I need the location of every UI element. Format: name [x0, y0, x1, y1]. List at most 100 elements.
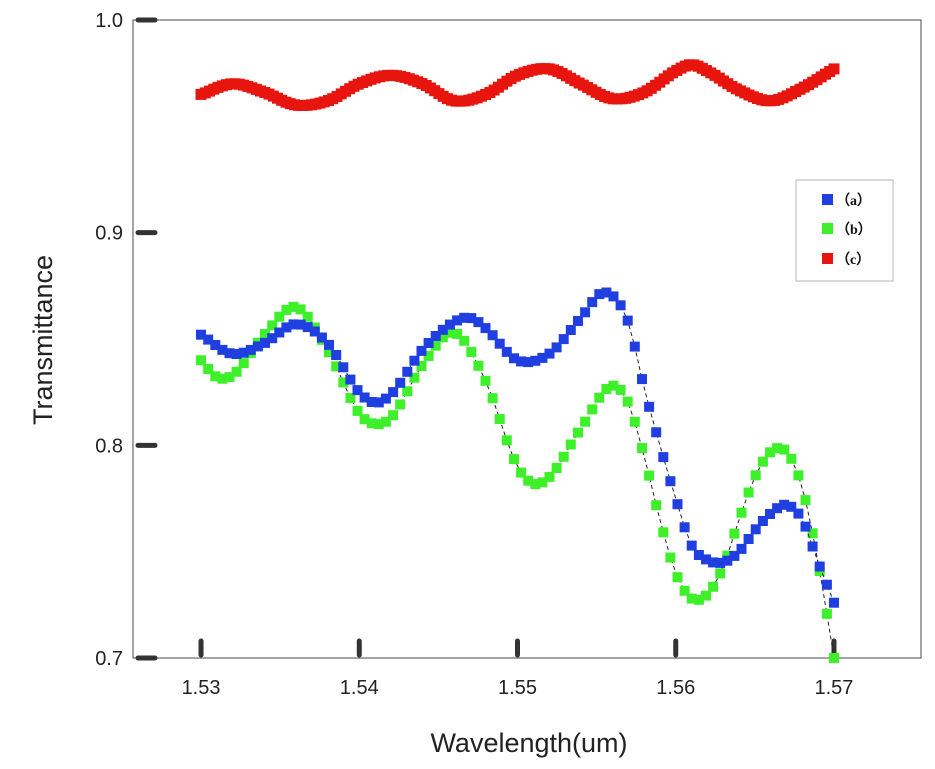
data-point	[587, 404, 598, 415]
data-point	[373, 419, 384, 430]
data-point	[437, 332, 448, 343]
data-point	[487, 393, 498, 404]
data-point	[750, 470, 761, 481]
data-point	[829, 597, 839, 608]
data-point	[380, 416, 391, 427]
data-point	[437, 324, 448, 335]
data-point	[480, 323, 491, 334]
data-point	[260, 337, 270, 348]
data-point	[452, 315, 463, 326]
data-point	[366, 418, 377, 429]
data-point	[430, 340, 441, 351]
data-point	[601, 287, 612, 298]
data-point	[395, 399, 406, 410]
y-axis-title: Transmittance	[28, 255, 58, 425]
data-point	[629, 341, 640, 352]
data-point	[565, 325, 576, 335]
data-point	[757, 456, 768, 467]
legend-box	[795, 179, 894, 282]
data-point	[430, 331, 441, 341]
data-point	[594, 289, 605, 300]
data-point	[637, 374, 647, 385]
data-point	[772, 503, 783, 514]
data-point	[686, 593, 697, 604]
data-point	[324, 339, 334, 350]
data-point	[252, 341, 263, 352]
data-point	[679, 522, 690, 533]
data-point	[793, 508, 804, 519]
data-point	[267, 333, 278, 344]
data-point	[743, 534, 754, 544]
data-point	[345, 393, 356, 403]
data-point	[402, 386, 413, 397]
data-point	[295, 319, 306, 330]
series-c	[195, 59, 840, 111]
data-point	[807, 541, 818, 552]
data-point	[736, 507, 747, 518]
data-point	[224, 348, 235, 359]
data-point	[565, 439, 576, 450]
data-point	[466, 313, 477, 324]
data-point	[281, 322, 292, 333]
data-point	[793, 470, 804, 481]
data-point	[693, 594, 704, 605]
data-point	[701, 554, 711, 565]
data-point	[743, 487, 754, 498]
data-point	[516, 356, 527, 367]
data-point	[665, 476, 676, 487]
x-axis-title: Wavelength(um)	[430, 728, 627, 758]
data-point	[587, 297, 598, 308]
series-layer	[195, 59, 840, 663]
data-point	[594, 392, 605, 403]
data-point	[765, 509, 775, 519]
y-tick-label: 1.0	[95, 10, 123, 32]
data-point	[807, 528, 818, 539]
data-point	[359, 414, 370, 425]
data-point	[686, 540, 697, 551]
data-point	[402, 366, 413, 377]
x-axis-ticks: 1.53 1.54 1.55 1.56 1.57	[182, 638, 853, 699]
data-point	[452, 328, 463, 339]
data-point	[772, 443, 783, 454]
data-point	[309, 326, 320, 337]
data-point	[622, 315, 633, 326]
data-point	[651, 427, 662, 438]
data-point	[558, 334, 569, 345]
data-point	[338, 362, 349, 373]
data-point	[786, 453, 797, 464]
data-point	[629, 416, 640, 427]
data-point	[644, 470, 655, 481]
data-point	[672, 572, 683, 583]
data-point	[637, 443, 647, 453]
data-point	[573, 316, 583, 326]
data-point	[217, 344, 228, 355]
data-point	[658, 452, 669, 463]
legend-swatch-c	[822, 253, 833, 264]
data-point	[238, 358, 249, 369]
data-point	[530, 479, 541, 490]
data-point	[352, 385, 363, 396]
data-point	[380, 393, 391, 404]
data-point	[509, 353, 519, 364]
data-point	[573, 427, 583, 438]
data-point	[281, 304, 292, 315]
y-tick-label: 0.7	[95, 648, 123, 670]
data-point	[203, 334, 214, 345]
data-point	[779, 444, 790, 455]
data-point	[829, 653, 839, 663]
data-point	[693, 550, 704, 560]
data-point	[558, 451, 569, 462]
data-point	[608, 380, 619, 391]
data-point	[409, 372, 420, 383]
data-point	[551, 342, 562, 353]
data-point	[395, 377, 406, 388]
data-point	[459, 335, 470, 346]
data-point	[373, 397, 384, 408]
legend-label-b: （b）	[836, 222, 872, 238]
data-point	[523, 357, 534, 368]
y-tick-label: 0.9	[95, 223, 123, 245]
data-point	[551, 463, 562, 473]
data-point	[580, 416, 591, 427]
data-point	[203, 364, 214, 374]
